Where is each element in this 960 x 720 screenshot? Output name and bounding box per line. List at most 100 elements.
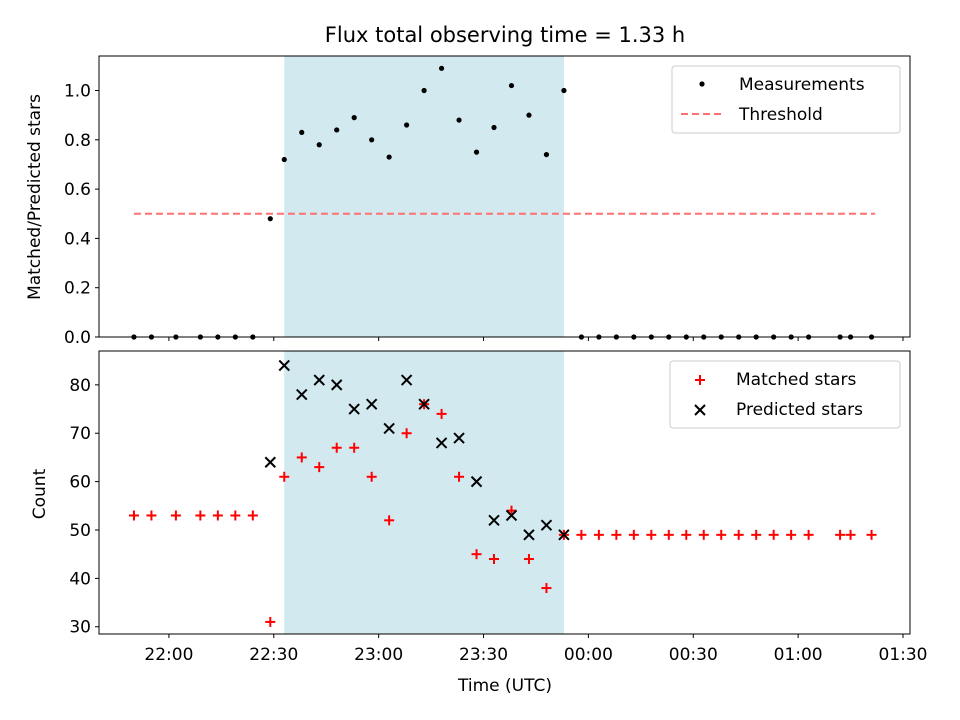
matched-star-point <box>523 554 534 565</box>
matched-star-point <box>593 529 604 540</box>
predicted-star-point <box>296 388 308 401</box>
xtick-label: 00:30 <box>669 645 718 665</box>
matched-star-point <box>611 529 622 540</box>
matched-star-point <box>751 529 762 540</box>
matched-star-point <box>170 510 181 521</box>
top-highlight-span <box>284 56 564 337</box>
matched-star-point <box>646 529 657 540</box>
bottom-legend: Matched stars Predicted stars <box>669 360 901 429</box>
measurement-point <box>299 129 305 136</box>
bottom-ytick-label: 80 <box>69 376 91 396</box>
predicted-star-point <box>330 379 343 391</box>
matched-star-point <box>733 529 744 540</box>
legend-matched-marker <box>695 375 705 385</box>
predicted-star-point <box>264 456 276 468</box>
predicted-star-point <box>418 398 430 410</box>
predicted-star-point <box>540 519 553 531</box>
matched-star-point <box>212 510 223 521</box>
legend-predicted-label: Predicted stars <box>736 400 863 420</box>
measurement-point <box>543 151 550 158</box>
xtick-label: 23:30 <box>459 645 508 665</box>
top-y-axis-label: Matched/Predicted stars <box>25 94 45 300</box>
measurement-point <box>491 124 497 131</box>
matched-star-point <box>195 510 206 521</box>
matched-star-point <box>471 549 482 560</box>
bottom-y-axis-label: Count <box>30 468 50 519</box>
bottom-legend-box <box>669 360 901 429</box>
matched-star-point <box>314 462 325 473</box>
top-panel: 0.0 0.2 0.4 0.6 0.8 1.0 Flux total observing … <box>25 23 911 348</box>
matched-star-point <box>803 529 814 540</box>
predicted-star-point <box>348 403 360 415</box>
matched-star-point <box>835 529 846 540</box>
bottom-ytick-label: 60 <box>69 473 91 493</box>
measurement-point <box>508 82 515 89</box>
bottom-axes-frame <box>98 350 911 635</box>
matched-star-point <box>265 616 276 627</box>
matched-star-point <box>489 554 500 565</box>
predicted-star-point <box>488 514 500 527</box>
predicted-star-point <box>400 374 413 386</box>
bottom-ytick-label: 70 <box>69 424 91 444</box>
top-ytick-label: 0.6 <box>64 180 91 200</box>
top-legend-box <box>671 65 901 134</box>
matched-star-point <box>541 583 552 594</box>
predicted-star-point <box>505 509 518 522</box>
measurement-point <box>369 137 375 143</box>
predicted-star-point <box>383 422 395 435</box>
predicted-star-point <box>313 374 325 386</box>
matched-star-point <box>628 529 639 540</box>
matched-star-point <box>349 442 360 453</box>
xtick-label: 23:00 <box>354 645 403 665</box>
matched-star-point <box>786 529 797 540</box>
predicted-star-point <box>558 529 570 541</box>
matched-star-point <box>506 505 517 516</box>
predicted-star-point <box>453 432 465 444</box>
predicted-star-point <box>365 398 378 410</box>
legend-predicted-marker <box>694 404 706 416</box>
matched-star-point <box>681 529 692 540</box>
matched-star-point <box>279 471 290 482</box>
matched-star-point <box>454 471 465 482</box>
matched-star-point <box>384 515 395 526</box>
matched-star-point <box>331 442 342 453</box>
top-ytick-label: 0.0 <box>64 328 91 348</box>
measurement-point <box>421 87 427 94</box>
top-axes-frame <box>98 55 911 338</box>
matched-star-point <box>436 408 447 419</box>
bottom-ytick-label: 30 <box>69 618 91 638</box>
measurement-point <box>526 112 532 118</box>
matched-star-point <box>230 510 241 521</box>
bottom-highlight-span <box>284 351 564 634</box>
matched-star-point <box>128 510 139 521</box>
measurement-point <box>267 216 273 222</box>
top-ytick-label: 0.4 <box>64 229 91 249</box>
measurement-point <box>281 156 287 163</box>
measurement-point <box>334 127 340 133</box>
matched-star-point <box>768 529 779 540</box>
chart-title: Flux total observing time = 1.33 h <box>325 23 685 47</box>
matched-star-point <box>576 529 587 540</box>
xtick-label: 00:00 <box>564 645 613 665</box>
legend-measurements-label: Measurements <box>739 75 865 95</box>
measurement-point <box>473 149 480 155</box>
measurement-point <box>404 122 410 128</box>
bottom-ytick-label: 50 <box>69 521 91 541</box>
matched-star-point <box>663 529 674 540</box>
legend-matched-label: Matched stars <box>736 370 856 390</box>
xtick-label: 01:30 <box>879 645 928 665</box>
predicted-star-point <box>435 437 448 449</box>
matched-star-point <box>401 428 412 439</box>
xtick-label: 22:30 <box>249 645 298 665</box>
matched-star-point <box>716 529 727 540</box>
measurement-point <box>386 154 392 160</box>
bottom-panel: 30 40 50 60 70 80 22:00 22:30 23:00 23:30 00:00 00… <box>30 350 928 696</box>
matched-star-point <box>296 452 307 463</box>
measurement-point <box>351 115 357 121</box>
predicted-star-point <box>278 359 290 372</box>
top-legend: Measurements Threshold <box>671 65 901 134</box>
legend-threshold-label: Threshold <box>738 105 823 125</box>
top-ytick-label: 1.0 <box>64 82 91 102</box>
measurement-point <box>456 117 462 123</box>
